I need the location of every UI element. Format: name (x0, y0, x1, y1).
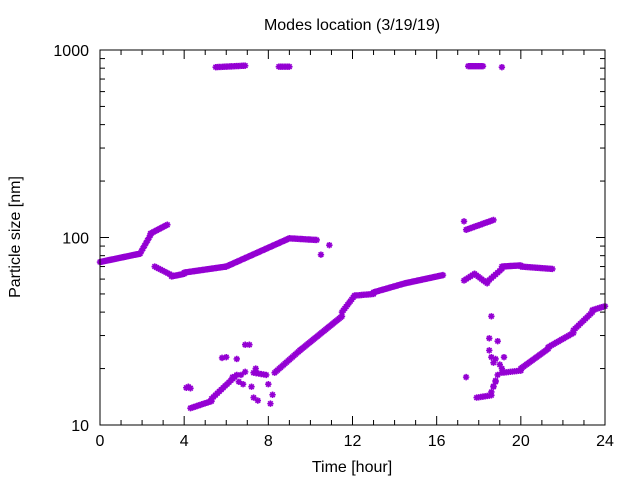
y-tick-label: 10 (71, 418, 89, 435)
data-point (488, 353, 495, 361)
data-points (96, 62, 609, 412)
data-point (460, 218, 468, 225)
data-point (223, 353, 230, 361)
data-point (500, 353, 508, 361)
data-point (141, 242, 148, 249)
data-point (490, 216, 497, 224)
y-axis: 10 100 1000 (53, 43, 605, 435)
data-point (164, 221, 171, 228)
data-point (492, 378, 499, 385)
data-point (145, 234, 153, 241)
data-point (252, 365, 259, 372)
data-point (462, 373, 470, 381)
data-point (439, 271, 447, 279)
data-point (269, 391, 276, 398)
data-point (490, 359, 497, 366)
data-point (138, 247, 145, 255)
data-point (486, 347, 493, 354)
data-point (239, 381, 247, 388)
y-axis-label: Particle size [nm] (7, 176, 24, 298)
x-tick-label: 12 (344, 433, 362, 450)
data-point (498, 63, 506, 71)
data-point (492, 355, 499, 363)
data-point (488, 313, 495, 320)
data-point (494, 371, 501, 379)
data-point (286, 63, 293, 70)
data-point (241, 341, 249, 348)
data-point (187, 385, 194, 392)
data-point (248, 383, 255, 390)
data-point (218, 354, 226, 362)
x-tick-label: 20 (512, 433, 530, 450)
data-point (338, 313, 346, 320)
data-point (267, 400, 274, 407)
chart-title: Modes location (3/19/19) (264, 17, 440, 34)
x-tick-label: 24 (596, 433, 614, 450)
data-point (490, 383, 497, 390)
x-axis-label: Time [hour] (312, 459, 392, 476)
x-tick-label: 16 (428, 433, 446, 450)
x-tick-label: 0 (96, 433, 105, 450)
data-point (233, 371, 240, 379)
data-point (488, 388, 495, 396)
data-point (139, 245, 147, 252)
data-point (241, 62, 249, 69)
data-point (486, 335, 493, 342)
data-point (246, 341, 253, 348)
data-point (142, 239, 150, 247)
y-tick-label: 100 (62, 231, 89, 248)
data-point (233, 355, 240, 363)
data-point (488, 392, 495, 399)
data-point (229, 373, 236, 381)
data-point (317, 251, 325, 258)
data-point (254, 397, 262, 404)
data-point (326, 241, 333, 249)
x-tick-label: 4 (180, 433, 189, 450)
y-tick-label: 1000 (53, 43, 89, 60)
data-point (250, 394, 257, 401)
data-point (241, 368, 249, 376)
data-point (496, 361, 503, 368)
data-point (479, 62, 487, 70)
x-axis: 0 4 8 12 16 20 24 (96, 50, 614, 450)
data-point (235, 378, 243, 385)
data-point (136, 250, 144, 257)
data-point (263, 371, 270, 379)
data-point (549, 265, 556, 273)
data-point (494, 337, 501, 345)
data-point (498, 365, 506, 372)
data-point (313, 236, 320, 244)
data-point (237, 371, 245, 379)
data-point (265, 381, 272, 388)
x-tick-label: 8 (264, 433, 273, 450)
plot-frame (99, 49, 606, 426)
data-point (144, 237, 151, 244)
